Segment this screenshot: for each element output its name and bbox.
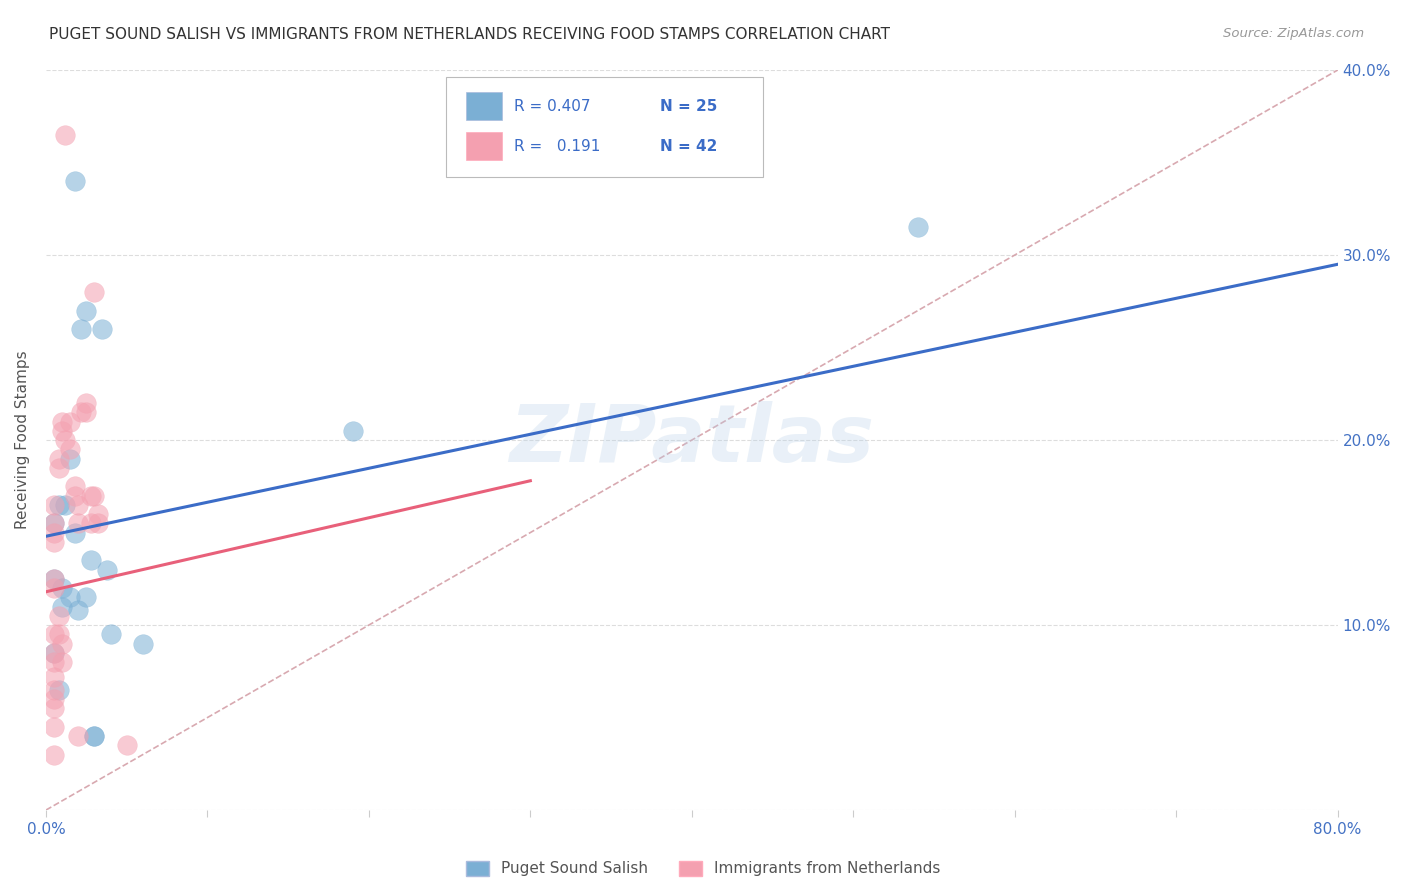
Point — [48, 627, 70, 641]
Point — [59, 451, 82, 466]
Point — [42, 627, 65, 641]
Point — [48, 451, 70, 466]
Point — [67, 516, 90, 531]
Point — [86, 507, 108, 521]
Y-axis label: Receiving Food Stamps: Receiving Food Stamps — [15, 351, 30, 529]
Point — [83, 285, 105, 299]
Point — [48, 460, 70, 475]
Text: R =   0.191: R = 0.191 — [513, 139, 600, 153]
Point — [63, 489, 86, 503]
Point — [342, 424, 364, 438]
Point — [42, 534, 65, 549]
Point — [115, 739, 138, 753]
Point — [42, 498, 65, 512]
Point — [42, 682, 65, 697]
Point — [80, 516, 103, 531]
Point — [67, 498, 90, 512]
Point — [67, 603, 90, 617]
Point — [51, 424, 73, 438]
Point — [48, 608, 70, 623]
Point — [86, 516, 108, 531]
Point — [70, 405, 93, 419]
Point — [53, 128, 76, 142]
Point — [83, 729, 105, 743]
Point — [75, 396, 97, 410]
Point — [42, 572, 65, 586]
Point — [51, 581, 73, 595]
Point — [59, 442, 82, 457]
FancyBboxPatch shape — [446, 78, 763, 178]
Point — [132, 636, 155, 650]
Text: N = 25: N = 25 — [659, 99, 717, 114]
Point — [59, 591, 82, 605]
Text: R = 0.407: R = 0.407 — [513, 99, 591, 114]
Text: Source: ZipAtlas.com: Source: ZipAtlas.com — [1223, 27, 1364, 40]
Point — [53, 433, 76, 447]
Point — [59, 415, 82, 429]
Point — [42, 646, 65, 660]
Point — [42, 516, 65, 531]
Point — [42, 720, 65, 734]
Point — [100, 627, 122, 641]
Point — [42, 572, 65, 586]
Point — [51, 655, 73, 669]
Point — [48, 682, 70, 697]
Point — [42, 701, 65, 715]
Point — [70, 322, 93, 336]
Point — [51, 599, 73, 614]
Point — [63, 174, 86, 188]
Point — [75, 591, 97, 605]
Point — [907, 220, 929, 235]
Point — [51, 415, 73, 429]
Point — [67, 729, 90, 743]
Point — [42, 581, 65, 595]
Point — [53, 498, 76, 512]
Text: PUGET SOUND SALISH VS IMMIGRANTS FROM NETHERLANDS RECEIVING FOOD STAMPS CORRELAT: PUGET SOUND SALISH VS IMMIGRANTS FROM NE… — [49, 27, 890, 42]
Point — [83, 729, 105, 743]
Point — [96, 563, 118, 577]
Text: ZIPatlas: ZIPatlas — [509, 401, 875, 479]
Point — [42, 655, 65, 669]
Point — [42, 516, 65, 531]
Point — [48, 498, 70, 512]
Bar — [465, 92, 502, 120]
Point — [42, 646, 65, 660]
Point — [80, 489, 103, 503]
Bar — [465, 132, 502, 161]
Point — [63, 525, 86, 540]
Point — [83, 489, 105, 503]
Point — [42, 692, 65, 706]
Point — [75, 405, 97, 419]
Legend: Puget Sound Salish, Immigrants from Netherlands: Puget Sound Salish, Immigrants from Neth… — [460, 855, 946, 882]
Point — [91, 322, 114, 336]
Point — [63, 479, 86, 493]
Point — [51, 636, 73, 650]
Point — [75, 303, 97, 318]
Point — [42, 670, 65, 684]
Point — [80, 553, 103, 567]
Point — [42, 747, 65, 762]
Text: N = 42: N = 42 — [659, 139, 717, 153]
Point — [42, 525, 65, 540]
